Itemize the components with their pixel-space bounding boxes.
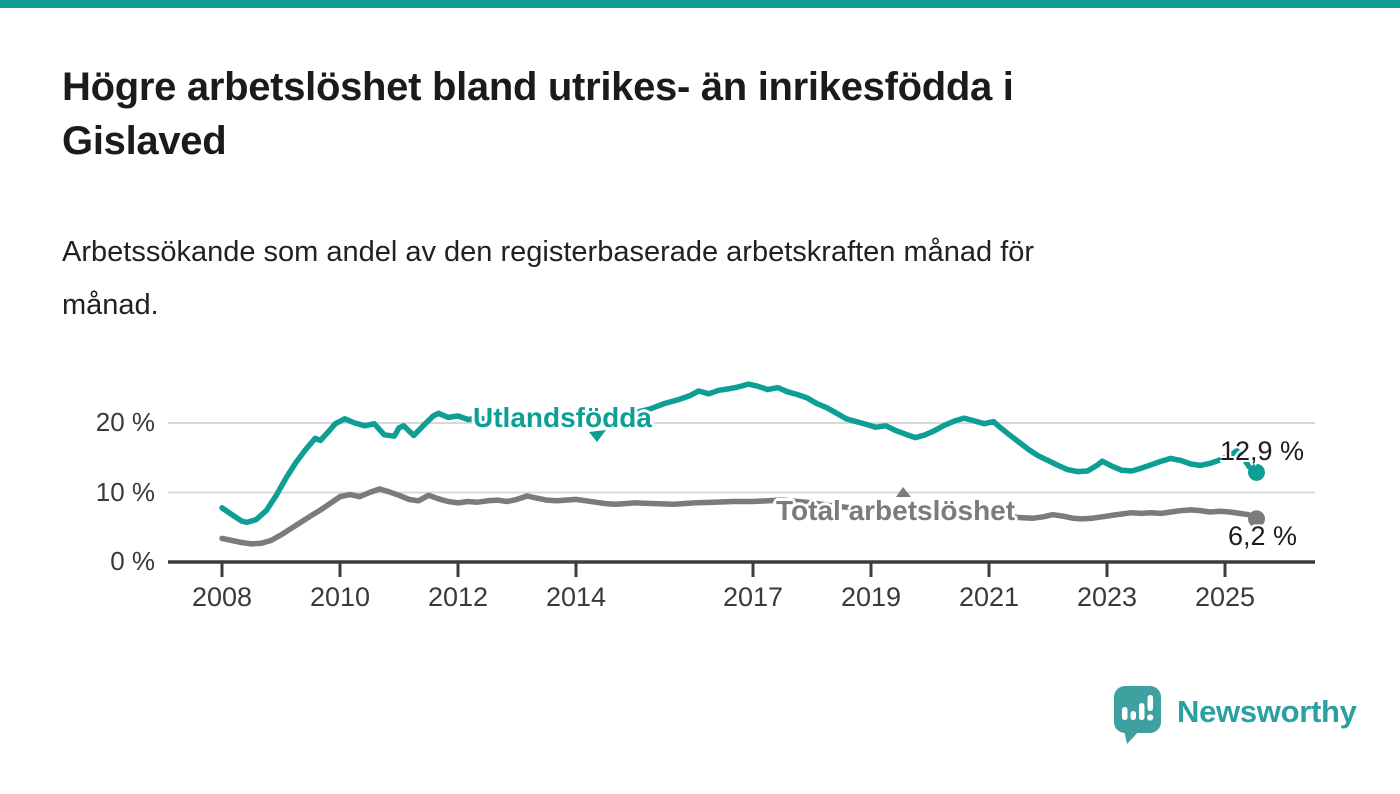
x-axis-tick-label: 2023 (1076, 582, 1138, 612)
x-axis-tick-label: 2008 (191, 582, 253, 612)
chart-title-line-1: Högre arbetslöshet bland utrikes- än inr… (62, 65, 1014, 109)
chart-title: Högre arbetslöshet bland utrikes- än inr… (62, 60, 1292, 168)
end-value-label-total: 6,2 % (1228, 521, 1298, 551)
x-axis-tick-label: 2019 (840, 582, 902, 612)
series-line-total (219, 486, 1258, 547)
x-axis-tick-label: 2012 (427, 582, 489, 612)
chart-subtitle: Arbetssökande som andel av den registerb… (62, 226, 1292, 332)
series-label-total-arbetsloshet: Total arbetslöshet (776, 495, 1016, 526)
label-pointer-utlandsfodda (589, 430, 606, 442)
y-axis-tick-label: 10 % (95, 476, 155, 507)
top-accent-bar (0, 0, 1400, 8)
label-pointer-total (896, 487, 911, 497)
newsworthy-logo-text: Newsworthy (1177, 694, 1357, 729)
x-axis-tick-label: 2010 (309, 582, 371, 612)
x-axis-tick-label: 2014 (545, 582, 607, 612)
x-axis-tick-label: 2017 (722, 582, 784, 612)
chart-subtitle-line-2: månad. (62, 289, 159, 321)
chart-title-line-2: Gislaved (62, 119, 227, 163)
newsworthy-logo: Newsworthy (1113, 684, 1357, 746)
series-label-utlandsfodda: Utlandsfödda (473, 402, 652, 433)
series-line-utlandsfodda (219, 381, 1258, 526)
end-value-label-utlandsfodda: 12,9 % (1220, 436, 1305, 466)
y-axis-tick-label: 20 % (95, 407, 155, 437)
series-end-dot-total (1248, 510, 1265, 528)
x-axis-tick-label: 2025 (1194, 582, 1256, 612)
series-end-dot-utlandsfodda (1248, 463, 1265, 481)
chart-subtitle-line-1: Arbetssökande som andel av den registerb… (62, 236, 1035, 268)
newsworthy-speech-bubble-icon (1114, 686, 1161, 744)
y-axis-tick-label: 0 % (110, 546, 155, 576)
x-axis-tick-label: 2021 (958, 582, 1020, 612)
